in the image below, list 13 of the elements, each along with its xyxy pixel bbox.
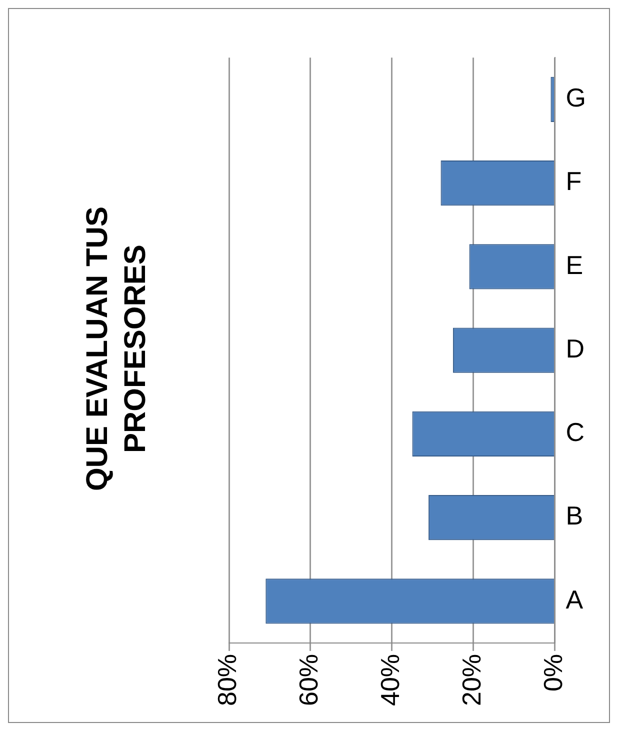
x-tick-label: 40% [375, 654, 406, 706]
x-tick-label: 20% [456, 654, 487, 706]
x-tick-label: 80% [212, 654, 242, 706]
text: QUE EVALUAN TUS PROFESORES [80, 206, 153, 494]
x-tick-label: 60% [294, 654, 324, 706]
y-tick-label: A [566, 584, 584, 614]
y-tick-label: D [566, 333, 585, 364]
y-tick-label: B [566, 500, 584, 531]
y-tick-label: G [566, 82, 586, 113]
y-tick-label: F [566, 166, 582, 196]
x-tick-label: 0% [538, 654, 568, 692]
y-tick-label: C [566, 417, 585, 448]
y-tick-label: E [566, 250, 584, 280]
